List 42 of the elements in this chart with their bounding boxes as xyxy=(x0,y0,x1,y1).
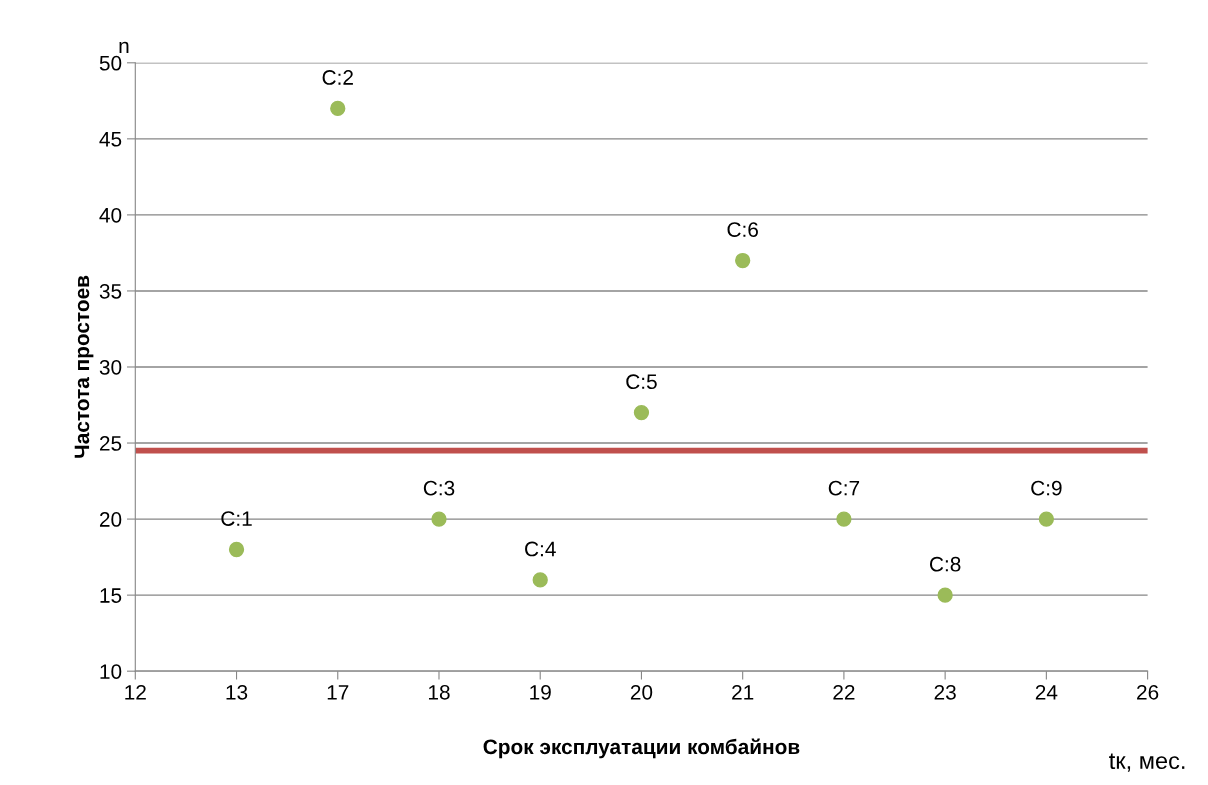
x-tick-label: 23 xyxy=(934,684,956,700)
annotation: C:8 xyxy=(929,556,961,572)
point xyxy=(532,572,548,588)
annotation: C:3 xyxy=(423,480,455,496)
y-tick-label: 50 xyxy=(99,55,122,71)
x-tick-label: 22 xyxy=(833,684,855,700)
annotation: C:1 xyxy=(221,511,252,526)
point xyxy=(836,511,852,527)
annotation: C:9 xyxy=(1031,480,1062,496)
x-tick-label: 26 xyxy=(1137,684,1159,700)
text: tк, мес. xyxy=(1109,753,1185,772)
y-tick-label: 20 xyxy=(99,512,122,527)
x-tick-label: 18 xyxy=(428,684,450,700)
x-tick-label: 19 xyxy=(530,684,551,700)
annotation: C:5 xyxy=(626,374,657,390)
point xyxy=(228,541,245,558)
point xyxy=(431,511,447,527)
x-tick-label: 21 xyxy=(732,684,754,700)
x-tick-label: 17 xyxy=(327,685,349,700)
y-axis-title: Частота простоев xyxy=(74,275,94,458)
annotation: C:7 xyxy=(828,480,860,496)
x-axis-title: Срок эксплуатации комбайнов xyxy=(483,738,800,759)
y-tick-label: 25 xyxy=(99,436,122,451)
y-tick-label: 30 xyxy=(99,359,122,375)
y-tick-label: 35 xyxy=(99,283,122,299)
y-tick-label: 15 xyxy=(100,588,122,603)
point xyxy=(633,404,650,421)
annotation: C:6 xyxy=(727,222,758,237)
x-tick-label: 20 xyxy=(630,684,653,700)
point xyxy=(937,587,953,603)
y-tick-label: 40 xyxy=(99,207,122,223)
annotation: C:2 xyxy=(322,70,353,85)
point xyxy=(330,100,346,117)
point xyxy=(1038,511,1055,527)
annotation: C:4 xyxy=(525,541,556,557)
x-tick-label: 12 xyxy=(125,684,146,700)
x-tick-label: 13 xyxy=(226,684,248,700)
x-tick-label: 24 xyxy=(1035,684,1058,700)
y-tick-label: 45 xyxy=(99,132,122,147)
text: n xyxy=(119,41,129,53)
y-tick-label: 10 xyxy=(100,664,122,679)
point xyxy=(735,252,751,269)
